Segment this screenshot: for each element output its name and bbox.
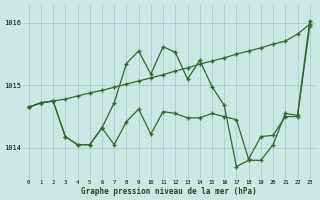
X-axis label: Graphe pression niveau de la mer (hPa): Graphe pression niveau de la mer (hPa) [81, 187, 257, 196]
